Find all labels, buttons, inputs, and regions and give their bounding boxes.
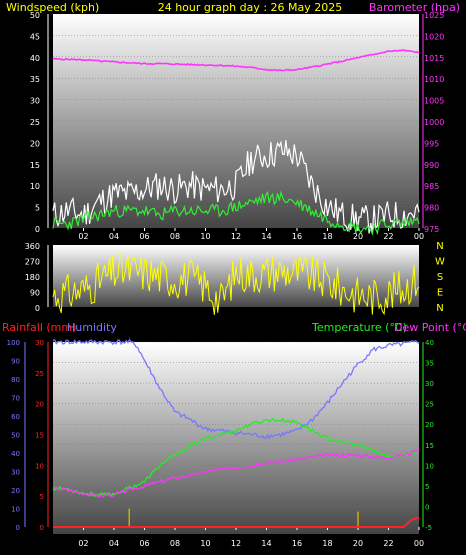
rain-tick-label: 30: [35, 339, 44, 347]
x-tick-label: 20: [353, 539, 363, 548]
x-tick-label: 02: [78, 232, 88, 241]
temp-tick-label: 30: [425, 380, 434, 388]
y-tick-label: 25: [30, 118, 40, 127]
y-tick-label: 20: [30, 139, 40, 148]
y-tick-label: 50: [30, 11, 40, 20]
y2-tick-label: 975: [424, 225, 439, 234]
x-tick-label: 06: [139, 232, 149, 241]
y2-tick-label: 990: [424, 161, 439, 170]
x-tick-label: 08: [170, 232, 180, 241]
y2-tick-label: 1015: [424, 54, 444, 63]
x-tick-label: 16: [292, 539, 302, 548]
x-tick-label: 14: [261, 539, 271, 548]
humidity-tick-label: 30: [11, 469, 20, 477]
x-tick-label: 10: [200, 232, 210, 241]
compass-label: S: [437, 272, 443, 283]
x-tick-label: 06: [139, 539, 149, 548]
y2-tick-label: 995: [424, 139, 439, 148]
direction-tick-label: 360: [25, 242, 40, 251]
rain-tick-label: 25: [35, 370, 44, 378]
x-tick-label: 18: [322, 539, 332, 548]
compass-label: E: [437, 288, 443, 299]
y-tick-label: 35: [30, 75, 40, 84]
temp-tick-label: 10: [425, 462, 434, 470]
direction-tick-label: 90: [30, 289, 40, 298]
windspeed-axis-title: Windspeed (kph): [6, 1, 99, 14]
y-tick-label: 5: [35, 204, 40, 213]
x-tick-label: 04: [109, 232, 119, 241]
x-tick-label: 10: [200, 539, 210, 548]
humidity-tick-label: 70: [11, 395, 20, 403]
temp-tick-label: -5: [425, 524, 432, 532]
y-tick-label: 30: [30, 97, 40, 106]
temp-tick-label: 20: [425, 421, 434, 429]
temperature-panel: [53, 342, 419, 534]
temp-tick-label: 35: [425, 360, 434, 368]
barometer-axis-title: Barometer (hpa): [369, 1, 460, 14]
y2-tick-label: 980: [424, 204, 439, 213]
compass-label: N: [436, 303, 443, 314]
direction-tick-label: 270: [25, 258, 40, 267]
x-tick-label: 02: [78, 539, 88, 548]
barometer-line: [52, 49, 420, 72]
legend-temperature: Temperature (°C): [311, 321, 407, 334]
humidity-tick-label: 0: [16, 524, 20, 532]
x-tick-label: 00: [414, 232, 424, 241]
humidity-tick-label: 20: [11, 487, 20, 495]
y-tick-label: 0: [35, 225, 40, 234]
y2-tick-label: 1010: [424, 75, 444, 84]
y-tick-label: 40: [30, 54, 40, 63]
rainfall-line: [53, 516, 420, 528]
x-tick-label: 04: [109, 539, 119, 548]
chart-title: 24 hour graph day : 26 May 2025: [158, 1, 343, 14]
legend-dewpoint: Dew Point (°C): [394, 321, 466, 334]
x-tick-label: 22: [383, 232, 393, 241]
x-tick-label: 12: [231, 232, 241, 241]
humidity-tick-label: 90: [11, 358, 20, 366]
y2-tick-label: 1005: [424, 97, 444, 106]
x-tick-label: 00: [414, 539, 424, 548]
rain-tick-label: 20: [35, 401, 44, 409]
rain-tick-label: 0: [40, 524, 44, 532]
humidity-tick-label: 100: [7, 339, 20, 347]
x-tick-label: 22: [383, 539, 393, 548]
windspeed-line: [52, 190, 420, 236]
humidity-tick-label: 10: [11, 506, 20, 514]
humidity-tick-label: 50: [11, 432, 20, 440]
humidity-tick-label: 40: [11, 450, 20, 458]
y-tick-label: 10: [30, 182, 40, 191]
temp-tick-label: 40: [425, 339, 434, 347]
humidity-line: [52, 338, 420, 440]
compass-label: N: [436, 241, 443, 252]
rain-tick-label: 10: [35, 462, 44, 470]
x-tick-label: 08: [170, 539, 180, 548]
humidity-tick-label: 60: [11, 413, 20, 421]
y2-tick-label: 985: [424, 182, 439, 191]
y2-tick-label: 1020: [424, 32, 444, 41]
direction-tick-label: 0: [35, 304, 40, 313]
rain-tick-label: 15: [35, 432, 44, 440]
y2-tick-label: 1025: [424, 11, 444, 20]
legend-rainfall: Rainfall (mm): [2, 321, 76, 334]
humidity-tick-label: 80: [11, 376, 20, 384]
y-tick-label: 15: [30, 161, 40, 170]
dewpoint-line: [52, 448, 420, 498]
temp-tick-label: 5: [425, 483, 429, 491]
y2-tick-label: 1000: [424, 118, 444, 127]
rain-tick-label: 5: [40, 493, 44, 501]
temp-tick-label: 25: [425, 401, 434, 409]
x-tick-label: 20: [353, 232, 363, 241]
temp-tick-label: 0: [425, 503, 429, 511]
x-tick-label: 12: [231, 539, 241, 548]
legend-humidity: Humidity: [67, 321, 117, 334]
x-tick-label: 16: [292, 232, 302, 241]
compass-label: W: [435, 257, 445, 268]
x-tick-label: 14: [261, 232, 271, 241]
y-tick-label: 45: [30, 32, 40, 41]
x-tick-label: 18: [322, 232, 332, 241]
direction-tick-label: 180: [25, 273, 40, 282]
direction-line: [52, 252, 420, 316]
temp-tick-label: 15: [425, 442, 434, 450]
